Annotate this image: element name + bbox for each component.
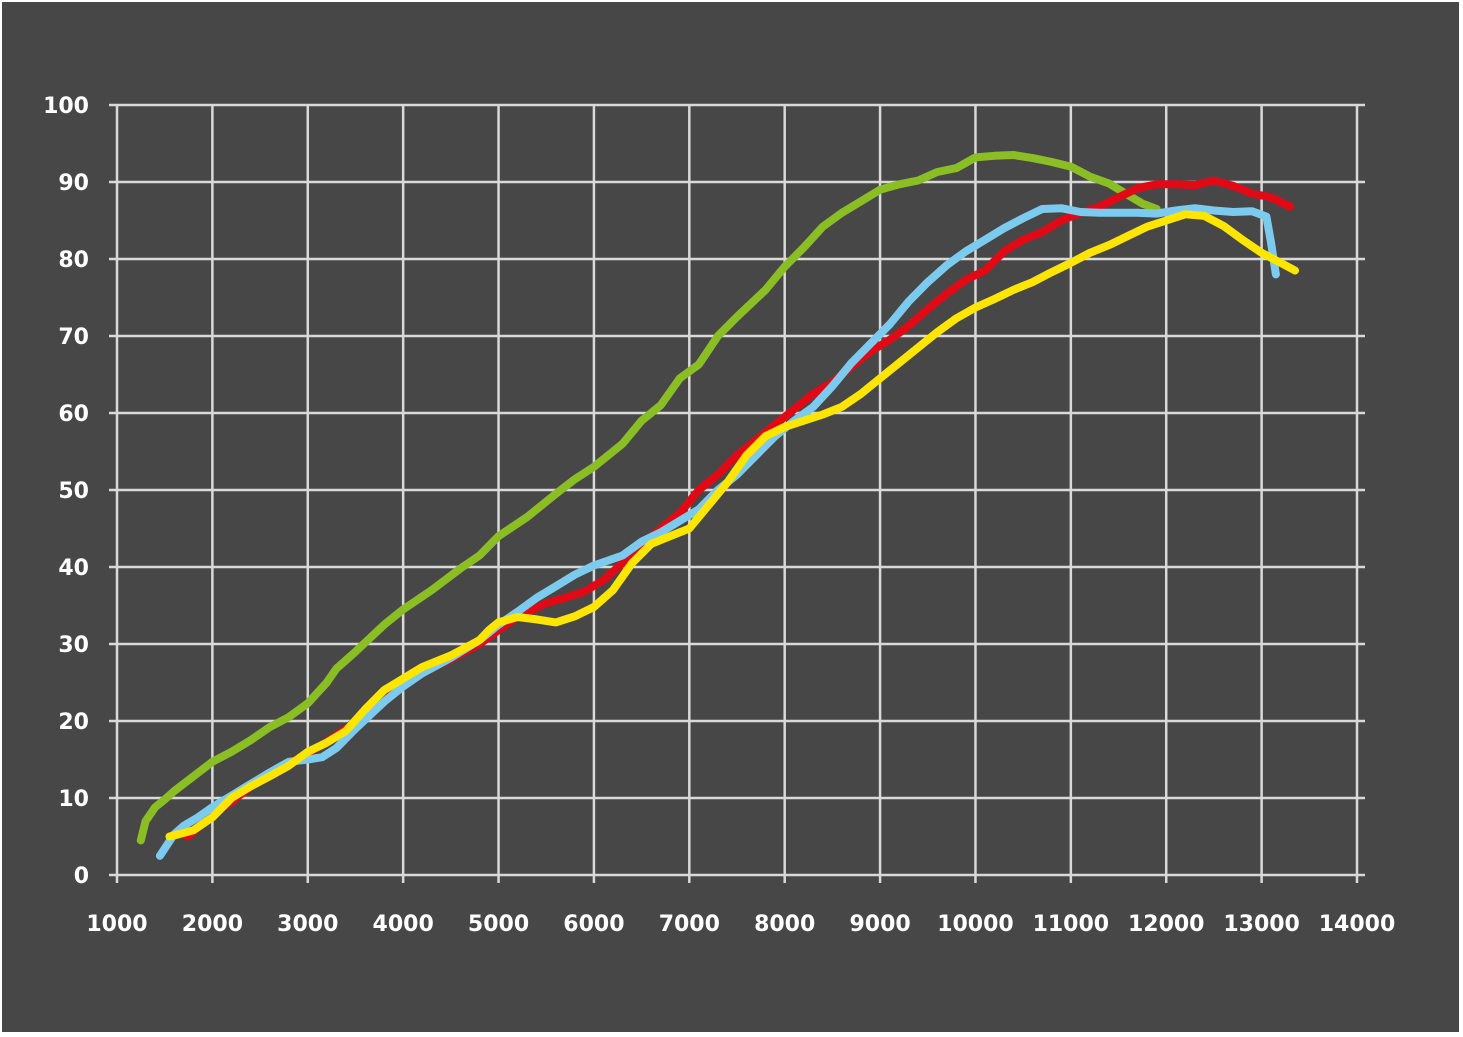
y-tick-label: 10 (58, 787, 89, 812)
x-tick-label: 7000 (659, 912, 720, 937)
y-tick-label: 0 (74, 864, 89, 889)
y-tick-label: 70 (58, 325, 89, 350)
x-tick-label: 13000 (1223, 912, 1300, 937)
y-tick-label: 30 (58, 633, 89, 658)
x-tick-label: 5000 (468, 912, 529, 937)
series-line-1 (136, 151, 1161, 845)
y-tick-label: 20 (58, 710, 89, 735)
x-tick-label: 6000 (563, 912, 624, 937)
tick-labels: 1000 2000 3000 4000 5000 6000 7000 8000 9000 1000… (43, 94, 1395, 937)
x-tick-label: 9000 (849, 912, 910, 937)
x-tick-label: 10000 (937, 912, 1014, 937)
y-tick-label: 90 (58, 171, 89, 196)
y-tick-label: 40 (58, 556, 89, 581)
series-line-4 (165, 210, 1299, 841)
x-tick-label: 4000 (373, 912, 434, 937)
grid (109, 103, 1365, 883)
x-tick-label: 12000 (1128, 912, 1205, 937)
y-tick-label: 50 (58, 479, 89, 504)
series-line-3 (155, 204, 1280, 860)
y-tick-label: 100 (43, 94, 89, 119)
x-tick-label: 14000 (1319, 912, 1396, 937)
x-tick-label: 3000 (277, 912, 338, 937)
x-tick-label: 11000 (1033, 912, 1110, 937)
x-tick-label: 2000 (182, 912, 243, 937)
series-group (136, 151, 1299, 860)
y-tick-label: 80 (58, 248, 89, 273)
x-tick-label: 1000 (86, 912, 147, 937)
y-tick-label: 60 (58, 402, 89, 427)
x-tick-label: 8000 (754, 912, 815, 937)
